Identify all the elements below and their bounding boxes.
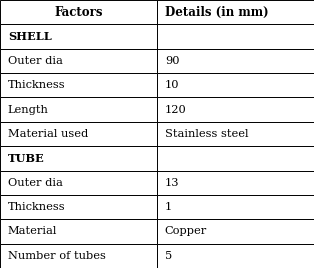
Bar	[0, 146, 314, 170]
Text: Copper: Copper	[165, 226, 207, 236]
Bar	[157, 195, 314, 219]
Text: Thickness: Thickness	[8, 80, 66, 90]
Text: Number of tubes: Number of tubes	[8, 251, 106, 261]
Bar	[0, 98, 157, 122]
Text: Material used: Material used	[8, 129, 88, 139]
Text: Stainless steel: Stainless steel	[165, 129, 248, 139]
Bar	[0, 195, 157, 219]
Text: Length: Length	[8, 105, 49, 115]
Bar	[157, 122, 314, 146]
Text: Details (in mm): Details (in mm)	[165, 6, 268, 19]
Text: 10: 10	[165, 80, 179, 90]
Bar	[0, 122, 157, 146]
Text: Outer dia: Outer dia	[8, 56, 63, 66]
Text: TUBE: TUBE	[8, 153, 45, 164]
Text: 13: 13	[165, 178, 179, 188]
Bar	[157, 244, 314, 268]
Text: Factors: Factors	[54, 6, 103, 19]
Text: 5: 5	[165, 251, 172, 261]
Bar	[0, 49, 157, 73]
Bar	[157, 49, 314, 73]
Text: Thickness: Thickness	[8, 202, 66, 212]
Bar	[157, 0, 314, 24]
Bar	[157, 170, 314, 195]
Text: Material: Material	[8, 226, 57, 236]
Text: SHELL: SHELL	[8, 31, 51, 42]
Text: 1: 1	[165, 202, 172, 212]
Text: Outer dia: Outer dia	[8, 178, 63, 188]
Text: 90: 90	[165, 56, 179, 66]
Bar	[157, 73, 314, 98]
Bar	[157, 219, 314, 244]
Bar	[0, 170, 157, 195]
Bar	[0, 24, 314, 49]
Bar	[0, 73, 157, 98]
Bar	[157, 98, 314, 122]
Bar	[0, 244, 157, 268]
Text: 120: 120	[165, 105, 187, 115]
Bar	[0, 219, 157, 244]
Bar	[0, 0, 157, 24]
